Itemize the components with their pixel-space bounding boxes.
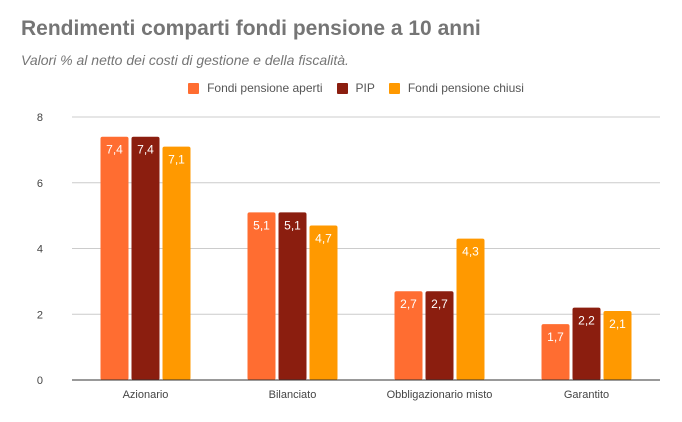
x-tick-label: Obbligazionario misto — [387, 389, 493, 401]
x-tick-label: Garantito — [564, 389, 609, 401]
data-label: 2,7 — [400, 297, 417, 311]
data-label: 5,1 — [253, 218, 270, 232]
legend-item: Fondi pensione chiusi — [388, 81, 524, 95]
legend-swatch — [188, 82, 200, 94]
chart-title: Rendimenti comparti fondi pensione a 10 … — [21, 17, 481, 40]
bar — [162, 146, 191, 380]
legend-item: PIP — [336, 81, 375, 95]
x-tick-label: Azionario — [123, 389, 169, 401]
legend-label: Fondi pensione chiusi — [407, 81, 524, 95]
legend-label: Fondi pensione aperti — [207, 81, 323, 95]
bar — [100, 136, 129, 380]
legend-swatch — [388, 82, 400, 94]
legend-item: Fondi pensione aperti — [188, 81, 323, 95]
bar — [131, 136, 160, 380]
bar — [394, 291, 423, 380]
legend-swatch — [336, 82, 348, 94]
data-label: 5,1 — [284, 218, 301, 232]
data-label: 2,2 — [578, 314, 595, 328]
y-tick-label: 4 — [37, 244, 43, 256]
bar — [278, 212, 307, 380]
data-label: 2,7 — [431, 297, 448, 311]
bar — [541, 324, 570, 380]
legend: Fondi pensione aperti PIP Fondi pensione… — [0, 81, 682, 95]
bar — [603, 310, 632, 380]
legend-label: PIP — [355, 81, 375, 95]
y-tick-label: 8 — [37, 112, 43, 124]
data-label: 4,7 — [315, 231, 332, 245]
bar — [456, 238, 485, 380]
data-label: 7,1 — [168, 153, 185, 167]
data-label: 7,4 — [137, 143, 154, 157]
data-label: 7,4 — [106, 143, 123, 157]
data-label: 4,3 — [462, 245, 479, 259]
x-tick-label: Bilanciato — [269, 389, 317, 401]
bar — [247, 212, 276, 380]
y-tick-label: 6 — [37, 178, 43, 190]
y-tick-label: 0 — [37, 375, 43, 387]
chart-subtitle: Valori % al netto dei costi di gestione … — [21, 52, 349, 68]
bar — [425, 291, 454, 380]
data-label: 1,7 — [547, 330, 564, 344]
data-label: 2,1 — [609, 317, 626, 331]
y-tick-label: 2 — [37, 309, 43, 321]
bar — [309, 225, 338, 380]
bar — [572, 307, 601, 380]
